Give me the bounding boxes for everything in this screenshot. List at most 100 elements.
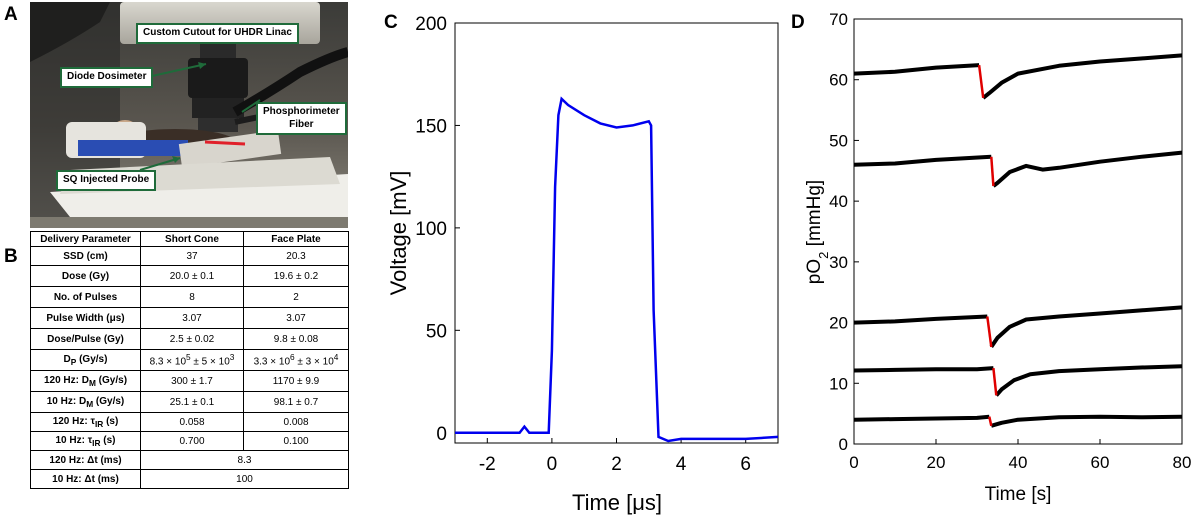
y-tick-label: 150 bbox=[415, 116, 447, 137]
cell-face-plate: 0.100 bbox=[243, 431, 349, 451]
series-line-recovery bbox=[994, 364, 1183, 397]
x-tick-label: 60 bbox=[1091, 453, 1110, 472]
value-uncertainty: ± 5 × 10 bbox=[190, 356, 230, 368]
cell-short-cone: 2.5 ± 0.02 bbox=[140, 328, 244, 350]
series-irradiation-drop bbox=[990, 156, 995, 187]
plot-area-c bbox=[454, 22, 779, 444]
cell-short-cone: 8 bbox=[140, 286, 244, 308]
label-text: 10 Hz: τ bbox=[55, 434, 93, 446]
row-label: 120 Hz: DM (Gy/s) bbox=[30, 370, 141, 392]
table-row: 120 Hz: DM (Gy/s) 300 ± 1.7 1170 ± 9.9 bbox=[30, 370, 349, 392]
label-text: 120 Hz: D bbox=[43, 374, 89, 386]
cell-face-plate: 98.1 ± 0.7 bbox=[243, 391, 349, 413]
cell-face-plate: 2 bbox=[243, 286, 349, 308]
x-tick-label: 6 bbox=[740, 454, 751, 475]
diode-housing bbox=[188, 58, 248, 98]
label-text: D bbox=[63, 353, 71, 365]
series-line-recovery bbox=[990, 414, 1183, 428]
y-axis-label-unit: [mmHg] bbox=[804, 180, 825, 252]
label-subscript: IR bbox=[92, 437, 101, 448]
label-unit: (s) bbox=[100, 434, 116, 446]
table-row: 120 Hz: τIR (s) 0.058 0.008 bbox=[30, 412, 349, 432]
label-subscript: P bbox=[70, 356, 77, 367]
label-unit: (Gy/s) bbox=[76, 353, 108, 365]
row-label: Dose (Gy) bbox=[30, 265, 141, 287]
series-irradiation-drop bbox=[986, 316, 993, 348]
label-unit: (Gy/s) bbox=[95, 374, 128, 386]
y-tick-label: 50 bbox=[829, 131, 848, 150]
series-line bbox=[455, 96, 779, 443]
x-axis-label: Time [μs] bbox=[572, 490, 662, 515]
callout-probe: SQ Injected Probe bbox=[56, 170, 157, 191]
row-label: SSD (cm) bbox=[30, 246, 141, 266]
x-tick-label: -2 bbox=[479, 454, 496, 475]
cell-face-plate: 20.3 bbox=[243, 246, 349, 266]
callout-fiber: Phosphorimeter Fiber bbox=[256, 102, 347, 135]
cell-face-plate: 3.07 bbox=[243, 307, 349, 329]
label-subscript: IR bbox=[94, 418, 104, 429]
cell-short-cone: 37 bbox=[140, 246, 244, 266]
table-row: Dose (Gy) 20.0 ± 0.1 19.6 ± 0.2 bbox=[30, 265, 349, 287]
series-line-recovery bbox=[981, 53, 1183, 100]
value-base: 3.3 × 10 bbox=[253, 356, 290, 368]
table-header: Short Cone bbox=[140, 231, 244, 247]
series-line-baseline bbox=[853, 314, 988, 325]
label-unit: (Gy/s) bbox=[93, 395, 125, 407]
cell-short-cone: 0.058 bbox=[140, 412, 244, 432]
cell-short-cone: 300 ± 1.7 bbox=[140, 370, 244, 392]
series-line-baseline bbox=[853, 414, 990, 422]
table-header: Face Plate bbox=[243, 231, 349, 247]
y-tick-label: 50 bbox=[426, 321, 447, 342]
label-unit: (s) bbox=[103, 415, 119, 427]
row-label: 10 Hz: DM (Gy/s) bbox=[30, 391, 141, 413]
x-tick-label: 0 bbox=[547, 454, 558, 475]
x-tick-label: 2 bbox=[611, 454, 622, 475]
value-exponent: 6 bbox=[290, 352, 295, 363]
cell-short-cone: 3.07 bbox=[140, 307, 244, 329]
y-tick-label: 20 bbox=[829, 314, 848, 333]
x-axis-label: Time [s] bbox=[985, 484, 1052, 505]
callout-fiber-line2: Fiber bbox=[289, 118, 314, 130]
delivery-parameter-table: Delivery Parameter Short Cone Face Plate… bbox=[30, 231, 349, 489]
diode-arrow bbox=[151, 63, 207, 77]
y-tick-label: 40 bbox=[829, 192, 848, 211]
cell-merged: 8.3 bbox=[140, 450, 349, 470]
y-axis-label-subscript: 2 bbox=[816, 252, 831, 259]
x-tick-label: 4 bbox=[676, 454, 687, 475]
panel-label-a: A bbox=[4, 4, 18, 25]
row-label: 120 Hz: Δt (ms) bbox=[30, 450, 141, 470]
row-label: No. of Pulses bbox=[30, 286, 141, 308]
cell-short-cone: 25.1 ± 0.1 bbox=[140, 391, 244, 413]
row-label: DP (Gy/s) bbox=[30, 349, 141, 371]
table-row: 10 Hz: Δt (ms) 100 bbox=[30, 469, 349, 489]
x-tick-label: 0 bbox=[849, 453, 858, 472]
setup-photo: Custom Cutout for UHDR Linac Diode Dosim… bbox=[30, 2, 348, 228]
table-row: DP (Gy/s) 8.3 × 105 ± 5 × 103 3.3 × 106 … bbox=[30, 349, 349, 371]
row-label: 10 Hz: τIR (s) bbox=[30, 431, 141, 451]
cell-face-plate: 9.8 ± 0.08 bbox=[243, 328, 349, 350]
x-tick-label: 80 bbox=[1173, 453, 1192, 472]
cell-merged: 100 bbox=[140, 469, 349, 489]
table-header: Delivery Parameter bbox=[30, 231, 141, 247]
value-uncertainty: ± 3 × 10 bbox=[294, 356, 334, 368]
chart-diode-voltage: -2 0 2 4 6 0 50 100 150 200 Time [μs] Voltage [mV… bbox=[386, 14, 779, 515]
value-exponent: 4 bbox=[333, 352, 339, 363]
table-row: Pulse Width (μs) 3.07 3.07 bbox=[30, 307, 349, 329]
label-text: 10 Hz: D bbox=[46, 395, 87, 407]
series-irradiation-drop bbox=[977, 64, 985, 99]
y-tick-label: 100 bbox=[415, 219, 447, 240]
callout-cutout: Custom Cutout for UHDR Linac bbox=[136, 23, 299, 44]
y-axis-label: Voltage [mV] bbox=[386, 171, 411, 296]
cell-face-plate: 1170 ± 9.9 bbox=[243, 370, 349, 392]
table-row: Dose/Pulse (Gy) 2.5 ± 0.02 9.8 ± 0.08 bbox=[30, 328, 349, 350]
row-label: 10 Hz: Δt (ms) bbox=[30, 469, 141, 489]
series-irradiation-drop bbox=[992, 367, 998, 396]
y-tick-label: 200 bbox=[415, 14, 447, 35]
series-line-baseline bbox=[853, 154, 992, 167]
label-subscript: M bbox=[86, 398, 94, 409]
chart-po2: 0 20 40 60 80 0 10 20 30 40 50 60 70 Time [s] pO2 [m… bbox=[804, 10, 1192, 505]
series-line-baseline bbox=[853, 366, 994, 373]
y-axis-label: pO2 [mmHg] bbox=[804, 180, 831, 284]
label-subscript: M bbox=[88, 377, 96, 388]
panel-label-b: B bbox=[4, 246, 18, 267]
